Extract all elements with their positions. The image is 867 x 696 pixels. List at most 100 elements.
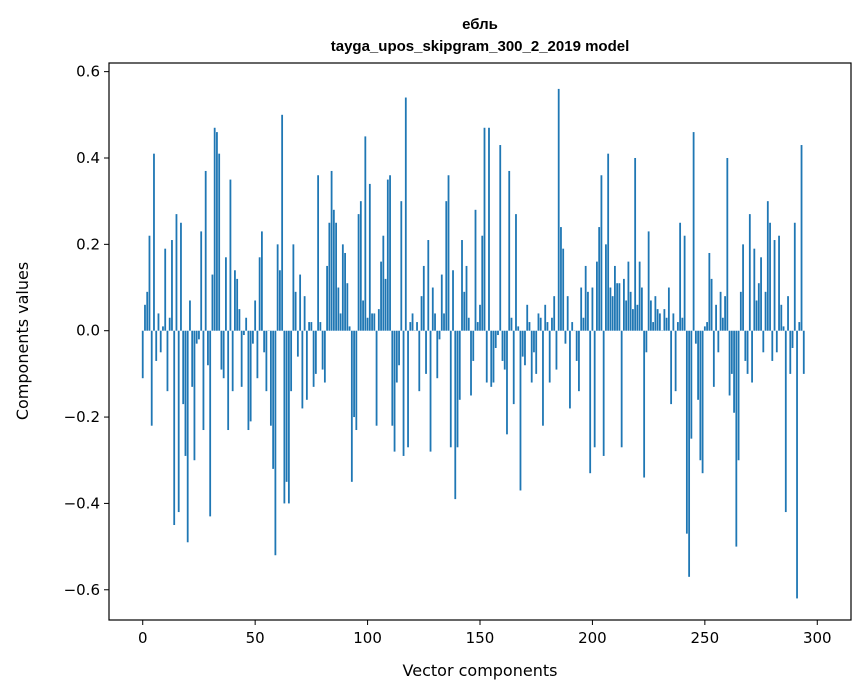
bar — [321, 330, 324, 370]
bar — [231, 330, 234, 392]
bar — [679, 222, 682, 331]
bar — [737, 330, 740, 461]
x-tick-label: 250 — [691, 629, 720, 647]
bar — [454, 330, 457, 500]
bar — [380, 261, 382, 331]
bar — [530, 330, 533, 383]
bar — [141, 330, 144, 379]
bar — [465, 265, 468, 331]
bar — [492, 330, 495, 383]
bar — [726, 157, 729, 331]
bar — [389, 175, 391, 331]
bar — [762, 330, 765, 353]
bar — [647, 231, 650, 331]
bar — [748, 214, 751, 331]
bar — [724, 296, 726, 331]
bar — [348, 326, 351, 331]
bar — [760, 257, 762, 331]
bar — [476, 322, 479, 331]
bar — [393, 330, 396, 452]
bar — [773, 240, 776, 331]
bar — [614, 265, 616, 331]
y-tick-label: −0.6 — [64, 581, 100, 599]
y-tick-label: −0.2 — [64, 408, 100, 426]
bar — [452, 270, 454, 331]
bar — [618, 283, 621, 331]
bar — [366, 317, 369, 331]
bar — [157, 313, 160, 331]
bar — [447, 175, 450, 331]
bar — [780, 304, 783, 331]
bar — [319, 322, 322, 331]
y-tick-label: 0.6 — [76, 63, 100, 81]
bar — [494, 330, 497, 348]
bar — [587, 291, 589, 331]
bar — [672, 313, 675, 331]
bar — [150, 330, 153, 426]
bar — [272, 330, 275, 469]
bar — [198, 330, 200, 340]
bar — [769, 222, 771, 331]
bar — [497, 330, 499, 336]
bar — [373, 313, 376, 331]
bar — [719, 291, 722, 331]
bar — [409, 322, 412, 331]
bar — [317, 175, 320, 331]
bar — [730, 330, 733, 374]
bar — [182, 330, 185, 405]
bar — [332, 209, 335, 331]
bar — [278, 270, 281, 331]
bar — [652, 322, 655, 331]
bar — [739, 291, 742, 331]
bar — [153, 153, 155, 331]
bar — [234, 270, 236, 331]
bar — [690, 330, 693, 439]
bar — [564, 330, 567, 344]
bar — [256, 330, 259, 379]
bar — [252, 330, 254, 344]
bar — [229, 179, 232, 331]
bar — [526, 304, 529, 331]
bar — [171, 240, 173, 331]
bar — [796, 330, 798, 599]
bar — [416, 322, 418, 331]
bar — [506, 330, 508, 435]
bar — [485, 330, 488, 383]
bar — [227, 330, 230, 431]
bar — [688, 330, 691, 577]
bar — [193, 330, 196, 461]
bar — [445, 201, 448, 331]
bar — [467, 317, 470, 331]
bar — [600, 175, 603, 331]
bar — [362, 300, 364, 331]
bar — [461, 240, 463, 331]
bar — [220, 330, 223, 370]
bar — [553, 296, 556, 331]
bar — [168, 317, 171, 331]
bar — [607, 153, 610, 331]
bar — [665, 317, 668, 331]
bar — [269, 330, 272, 426]
bar — [578, 330, 580, 392]
bar — [238, 309, 241, 331]
bar — [611, 296, 614, 331]
bar — [548, 330, 551, 383]
bar — [148, 235, 151, 331]
bar — [667, 287, 670, 331]
bar — [517, 326, 520, 331]
bar — [638, 261, 641, 331]
bar — [285, 330, 288, 482]
y-tick-label: −0.4 — [64, 494, 100, 512]
bar — [560, 227, 562, 331]
bar — [488, 127, 490, 331]
bar — [533, 330, 535, 353]
bar — [391, 330, 394, 426]
y-axis-ticks: −0.6 −0.4 −0.2 0.0 0.2 0.4 0.6 — [64, 63, 109, 599]
y-tick-label: 0.2 — [76, 235, 100, 253]
bar — [371, 313, 373, 331]
x-tick-label: 50 — [246, 629, 265, 647]
bar — [470, 330, 472, 396]
bar — [243, 330, 245, 336]
y-tick-label: 0.4 — [76, 149, 100, 167]
bar — [699, 330, 702, 461]
